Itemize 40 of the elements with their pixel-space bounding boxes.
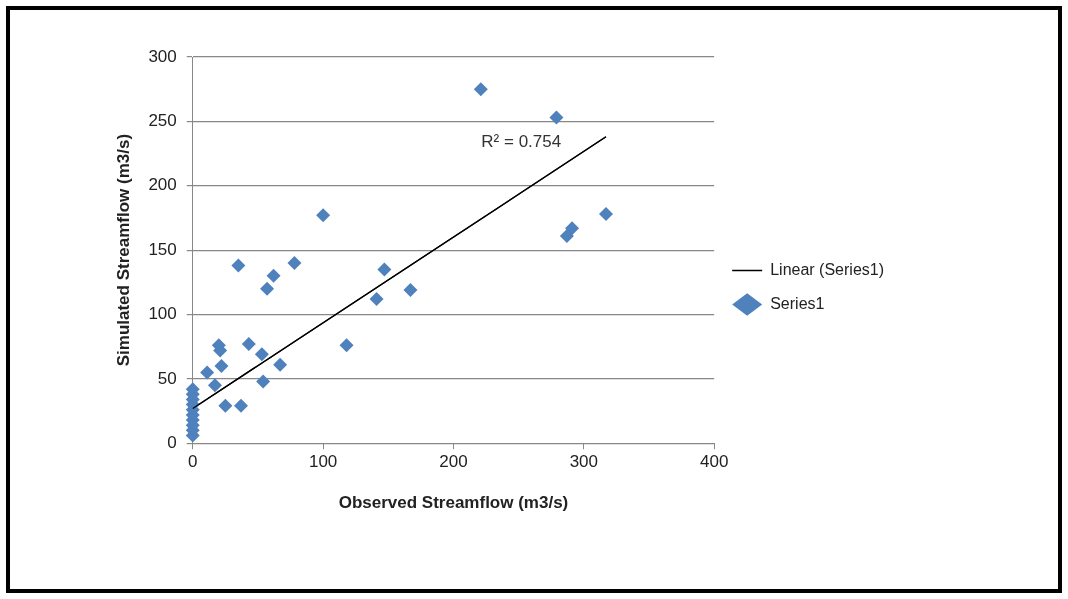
point [266, 268, 281, 283]
point [287, 255, 302, 270]
point [241, 337, 256, 352]
x-tick-label: 100 [308, 452, 338, 472]
point [403, 283, 418, 298]
x-tick-label: 400 [699, 452, 729, 472]
point [377, 262, 392, 277]
y-tick-label: 100 [148, 304, 177, 324]
point [207, 378, 222, 393]
point [273, 357, 288, 372]
point [473, 82, 488, 97]
y-axis-title: Simulated Streamflow (m3/s) [113, 133, 133, 367]
point [260, 281, 275, 296]
point [598, 207, 613, 222]
y-tick-label: 0 [167, 432, 177, 452]
point [256, 374, 271, 389]
x-tick-label: 0 [188, 452, 198, 472]
point [316, 208, 331, 223]
point [200, 365, 215, 380]
y-tick-label: 250 [148, 111, 177, 131]
y-tick-label: 50 [157, 368, 177, 388]
point [549, 110, 564, 125]
point [233, 398, 248, 413]
legend-label: Series1 [770, 294, 825, 312]
x-tick-label: 300 [569, 452, 599, 472]
point [339, 338, 354, 353]
point [369, 292, 384, 307]
x-axis-title: Observed Streamflow (m3/s) [338, 493, 569, 513]
point [254, 347, 269, 362]
point [214, 358, 229, 373]
x-tick-label: 200 [439, 452, 468, 472]
y-tick-label: 200 [148, 175, 177, 195]
annotation: R² = 0.754 [481, 131, 562, 151]
legend-label: Linear (Series1) [770, 260, 884, 278]
y-tick-label: 150 [148, 239, 177, 259]
point [559, 228, 574, 243]
y-tick-label: 300 [148, 46, 177, 66]
point [565, 221, 580, 236]
point [231, 258, 246, 273]
point [218, 398, 233, 413]
